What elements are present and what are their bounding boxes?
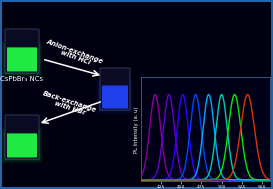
FancyBboxPatch shape [144,133,160,149]
FancyBboxPatch shape [231,135,243,147]
FancyBboxPatch shape [246,133,262,149]
FancyBboxPatch shape [99,83,130,111]
Text: Back-exchange: Back-exchange [42,90,98,114]
FancyBboxPatch shape [197,135,209,147]
FancyBboxPatch shape [98,81,132,112]
FancyBboxPatch shape [180,135,192,147]
FancyBboxPatch shape [146,135,158,147]
Text: Anion-exchange: Anion-exchange [46,38,104,64]
Text: with HBr: with HBr [54,100,86,116]
FancyBboxPatch shape [3,129,41,161]
FancyBboxPatch shape [4,131,40,160]
FancyBboxPatch shape [194,132,212,150]
Text: with HCl: with HCl [59,49,91,65]
FancyBboxPatch shape [245,132,263,150]
FancyBboxPatch shape [7,47,37,71]
FancyBboxPatch shape [177,132,195,150]
FancyBboxPatch shape [144,125,160,149]
FancyBboxPatch shape [178,133,194,149]
FancyBboxPatch shape [178,125,194,149]
FancyBboxPatch shape [211,132,229,150]
FancyBboxPatch shape [102,85,128,108]
FancyBboxPatch shape [212,133,228,149]
FancyBboxPatch shape [163,135,175,147]
FancyBboxPatch shape [214,135,226,147]
FancyBboxPatch shape [229,125,245,149]
FancyBboxPatch shape [7,133,37,157]
FancyBboxPatch shape [100,68,130,110]
FancyBboxPatch shape [5,29,39,73]
FancyBboxPatch shape [195,125,211,149]
FancyBboxPatch shape [3,43,41,75]
FancyBboxPatch shape [161,125,177,149]
FancyBboxPatch shape [143,132,161,150]
FancyBboxPatch shape [5,115,39,159]
FancyBboxPatch shape [1,127,43,163]
FancyBboxPatch shape [229,133,245,149]
FancyBboxPatch shape [246,125,262,149]
FancyBboxPatch shape [212,125,228,149]
FancyBboxPatch shape [161,133,177,149]
FancyBboxPatch shape [96,80,134,115]
FancyBboxPatch shape [160,132,178,150]
FancyBboxPatch shape [4,45,40,74]
FancyBboxPatch shape [1,41,43,77]
FancyBboxPatch shape [195,133,211,149]
FancyBboxPatch shape [228,132,246,150]
Text: CsPbBr₃ NCs: CsPbBr₃ NCs [1,76,44,82]
Y-axis label: PL Intensity (a. u): PL Intensity (a. u) [133,106,138,153]
FancyBboxPatch shape [248,135,260,147]
